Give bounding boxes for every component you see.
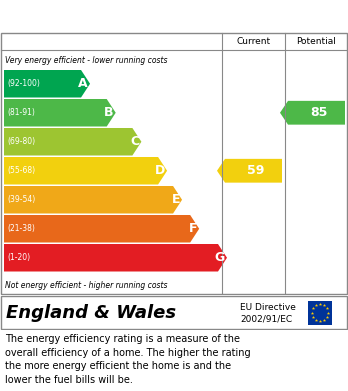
Polygon shape xyxy=(217,159,282,183)
Text: Very energy efficient - lower running costs: Very energy efficient - lower running co… xyxy=(5,56,167,65)
Text: Current: Current xyxy=(236,36,270,45)
Polygon shape xyxy=(4,99,116,127)
Text: Not energy efficient - higher running costs: Not energy efficient - higher running co… xyxy=(5,281,167,290)
Polygon shape xyxy=(4,186,182,213)
Text: E: E xyxy=(172,193,180,206)
Polygon shape xyxy=(4,128,141,156)
Text: 59: 59 xyxy=(247,164,264,177)
Polygon shape xyxy=(4,70,90,97)
Text: F: F xyxy=(189,222,197,235)
Text: (21-38): (21-38) xyxy=(7,224,35,233)
Text: Energy Efficiency Rating: Energy Efficiency Rating xyxy=(10,9,220,23)
Text: (92-100): (92-100) xyxy=(7,79,40,88)
Text: The energy efficiency rating is a measure of the
overall efficiency of a home. T: The energy efficiency rating is a measur… xyxy=(5,334,251,385)
Text: 85: 85 xyxy=(310,106,327,119)
Text: C: C xyxy=(130,135,140,148)
Polygon shape xyxy=(280,101,345,125)
Text: D: D xyxy=(155,164,165,177)
Text: (69-80): (69-80) xyxy=(7,137,35,146)
Polygon shape xyxy=(4,244,227,271)
Text: EU Directive: EU Directive xyxy=(240,303,296,312)
Text: (81-91): (81-91) xyxy=(7,108,35,117)
Text: Potential: Potential xyxy=(296,36,337,45)
Text: (1-20): (1-20) xyxy=(7,253,30,262)
Text: (39-54): (39-54) xyxy=(7,195,35,204)
Text: B: B xyxy=(104,106,114,119)
Bar xyxy=(308,301,332,325)
Text: 2002/91/EC: 2002/91/EC xyxy=(240,314,292,323)
Text: G: G xyxy=(215,251,225,264)
Polygon shape xyxy=(4,215,199,242)
Text: (55-68): (55-68) xyxy=(7,166,35,175)
Text: A: A xyxy=(78,77,88,90)
Polygon shape xyxy=(4,157,167,185)
Text: England & Wales: England & Wales xyxy=(6,303,176,321)
